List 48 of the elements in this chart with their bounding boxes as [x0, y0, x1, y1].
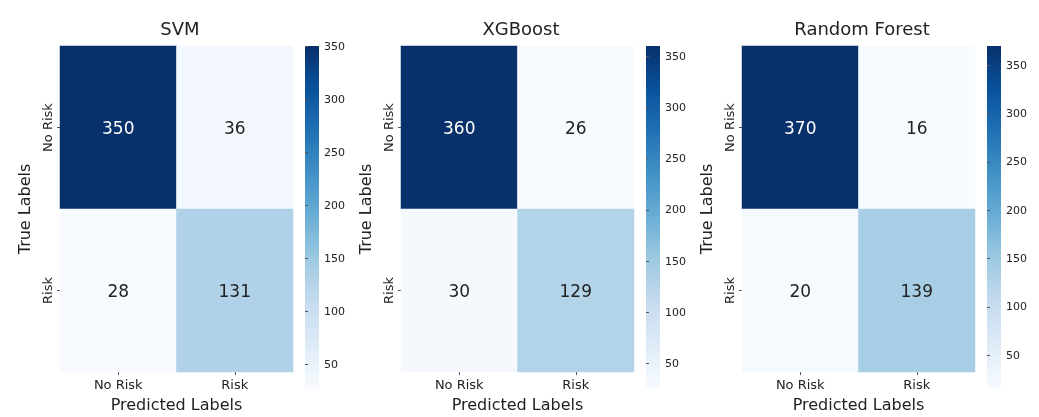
color-bar-label: 100	[1006, 300, 1027, 314]
x-axis-title: Predicted Labels	[792, 394, 925, 414]
color-bar-label: 250	[324, 145, 345, 159]
color-bar-label: 100	[665, 305, 686, 319]
y-axis-title: True Labels	[355, 163, 375, 256]
data-label: 131	[218, 280, 251, 301]
x-tick-label: Risk	[562, 377, 590, 392]
x-tick-label: No Risk	[93, 377, 144, 392]
color-bar-label: 300	[665, 100, 686, 114]
color-bar-label: 200	[324, 198, 345, 212]
color-bar-label: 200	[665, 203, 686, 217]
x-tick-label: No Risk	[434, 377, 485, 392]
x-axis-title: Predicted Labels	[451, 394, 584, 414]
color-bar-label: 350	[324, 39, 345, 53]
color-bar-label: 150	[324, 251, 345, 265]
color-bar-label: 300	[1006, 107, 1027, 121]
data-label: 30	[448, 280, 471, 301]
chart-title: XGBoost	[482, 17, 560, 39]
data-label: 28	[107, 280, 130, 301]
data-label: 370	[784, 117, 817, 138]
color-bar-label: 150	[665, 254, 686, 268]
x-tick-label: No Risk	[775, 377, 826, 392]
color-bar-label: 250	[1006, 155, 1027, 169]
data-label: 16	[905, 117, 928, 138]
color-bar-label: 200	[1006, 203, 1027, 217]
y-axis-title: True Labels	[696, 163, 716, 256]
x-tick-label: Risk	[221, 377, 249, 392]
color-bar-label: 50	[324, 358, 338, 372]
y-axis-title: True Labels	[14, 163, 34, 256]
chart-title: SVM	[160, 17, 200, 39]
data-label: 360	[443, 117, 476, 138]
data-label: 26	[564, 117, 587, 138]
x-axis-title: Predicted Labels	[110, 394, 243, 414]
chart-title: Random Forest	[794, 17, 930, 39]
x-tick-label: Risk	[903, 377, 931, 392]
data-label: 36	[223, 117, 246, 138]
color-bar-label: 300	[324, 92, 345, 106]
color-bar-label: 150	[1006, 252, 1027, 266]
data-label: 139	[900, 280, 933, 301]
color-bar-label: 350	[665, 49, 686, 63]
data-label: 20	[789, 280, 812, 301]
color-bar-label: 100	[324, 305, 345, 319]
color-bar-label: 50	[1006, 348, 1020, 362]
color-bar-label: 350	[1006, 58, 1027, 72]
data-label: 350	[102, 117, 135, 138]
color-bar-label: 250	[665, 152, 686, 166]
color-bar-label: 50	[665, 356, 679, 370]
data-label: 129	[559, 280, 592, 301]
